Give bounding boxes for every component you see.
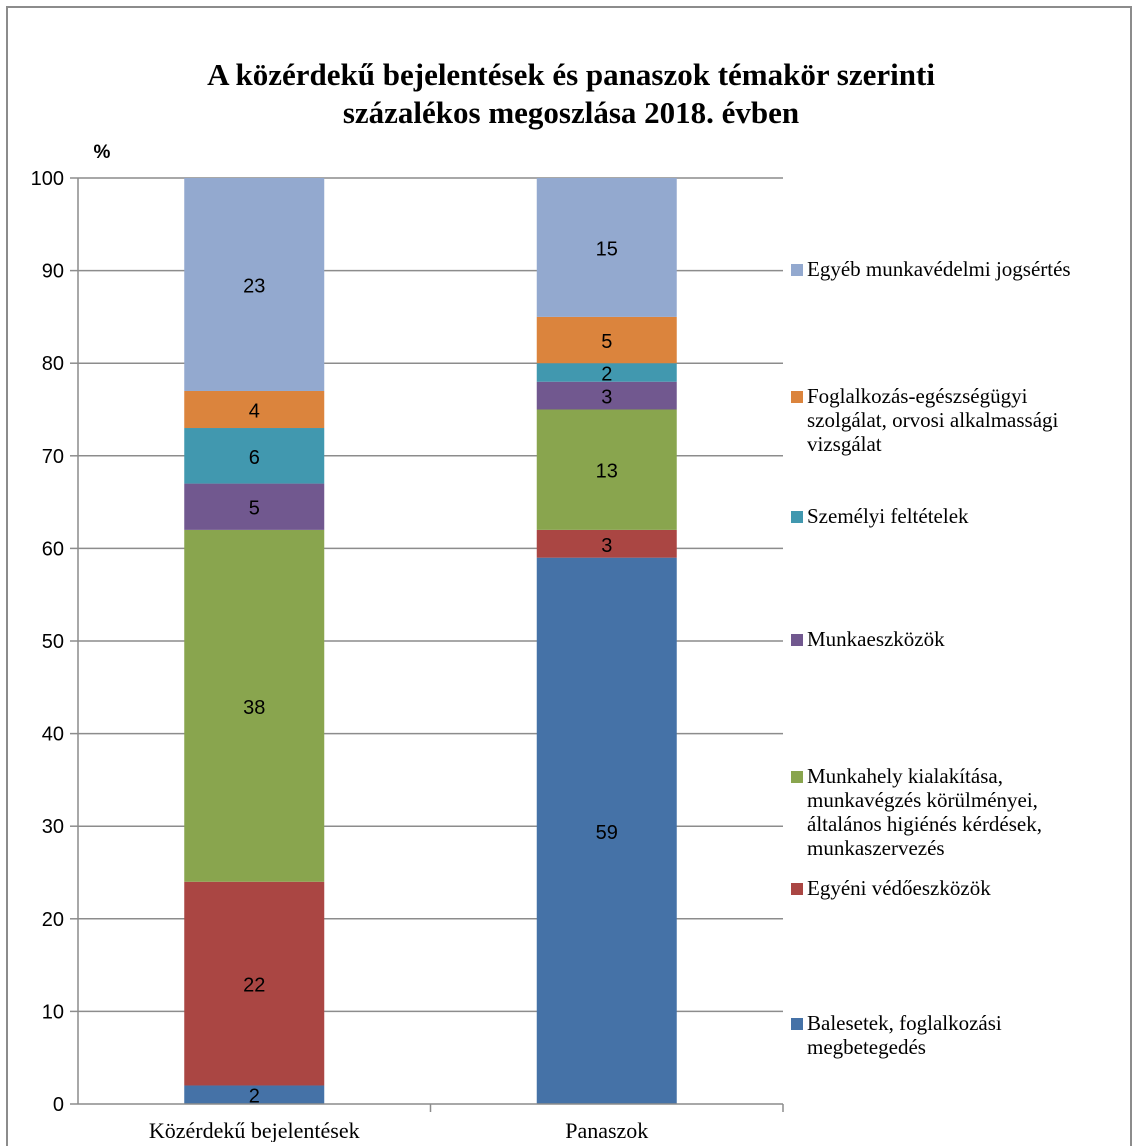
y-axis-label: % <box>94 142 111 163</box>
legend-label: szolgálat, orvosi alkalmassági <box>807 408 1059 432</box>
legend-swatch <box>791 264 803 276</box>
bar-segment <box>184 483 325 530</box>
legend-label: Személyi feltételek <box>807 504 969 528</box>
data-label: 2 <box>601 363 612 385</box>
chart-title: A közérdekű bejelentések és panaszok tém… <box>8 56 1134 132</box>
axes: 0 10 20 30 40 50 60 70 80 90 100 Közérdekű bejelent… <box>31 168 784 1142</box>
data-label: 2 <box>249 1086 260 1108</box>
legend-swatch <box>791 1018 803 1030</box>
legend: Egyéb munkavédelmi jogsértés Foglalkozás-… <box>791 257 1071 1059</box>
data-label: 38 <box>243 697 265 719</box>
chart-title-line-2: százalékos megoszlása 2018. évben <box>342 95 800 130</box>
legend-label: vizsgálat <box>807 432 882 456</box>
bar-segment <box>184 529 325 882</box>
data-label: 23 <box>243 275 265 297</box>
bar-segment <box>536 178 677 317</box>
bar-segment <box>536 381 677 410</box>
legend-label: Balesetek, foglalkozási <box>807 1011 1002 1035</box>
legend-label: általános higiénés kérdések, <box>807 812 1042 836</box>
y-tick-label: 90 <box>42 261 64 283</box>
bar-segment <box>536 363 677 382</box>
y-tick-label: 10 <box>42 1001 64 1023</box>
y-tick-label: 60 <box>42 538 64 560</box>
legend-item: Munkaeszközök <box>791 627 945 651</box>
y-tick-label: 30 <box>42 816 64 838</box>
data-label: 3 <box>601 387 612 409</box>
data-label: 3 <box>601 535 612 557</box>
legend-item: Munkahely kialakítása,munkavégzés körülm… <box>791 764 1042 860</box>
data-label: 15 <box>596 238 618 260</box>
bar-segment <box>184 881 325 1086</box>
legend-item: Egyéni védőeszközök <box>791 876 991 900</box>
legend-swatch <box>791 391 803 403</box>
y-tick-label: 100 <box>31 168 64 190</box>
y-tick-label: 20 <box>42 909 64 931</box>
legend-swatch <box>791 883 803 895</box>
data-label: 13 <box>596 461 618 483</box>
chart-title-line-1: A közérdekű bejelentések és panaszok tém… <box>207 57 935 92</box>
bar-segment <box>184 178 325 391</box>
legend-swatch <box>791 771 803 783</box>
data-label: 59 <box>596 822 618 844</box>
y-tick-label: 70 <box>42 446 64 468</box>
bar-segment <box>536 557 677 1104</box>
y-tick-label: 0 <box>53 1094 64 1116</box>
legend-label: munkavégzés körülményei, <box>807 788 1038 812</box>
legend-swatch <box>791 634 803 646</box>
data-label: 5 <box>601 331 612 353</box>
bar-segment <box>536 409 677 530</box>
x-tick-label: Közérdekű bejelentések <box>149 1118 360 1142</box>
legend-label: munkaszervezés <box>807 836 945 860</box>
data-label: 4 <box>249 401 260 423</box>
data-label: 6 <box>249 447 260 469</box>
legend-label: Egyéb munkavédelmi jogsértés <box>807 257 1071 281</box>
bar-segment <box>184 390 325 429</box>
legend-label: Munkaeszközök <box>807 627 945 651</box>
legend-label: Munkahely kialakítása, <box>807 764 1003 788</box>
y-tick-label: 40 <box>42 724 64 746</box>
legend-label: megbetegedés <box>807 1035 926 1059</box>
data-label: 22 <box>243 975 265 997</box>
bar-segment <box>536 316 677 364</box>
y-tick-label: 80 <box>42 353 64 375</box>
legend-label: Foglalkozás-egészségügyi <box>807 384 1028 408</box>
gridlines <box>78 177 783 1013</box>
legend-label: Egyéni védőeszközök <box>807 876 991 900</box>
legend-swatch <box>791 511 803 523</box>
x-tick-label: Panaszok <box>565 1118 648 1142</box>
y-tick-label: 50 <box>42 631 64 653</box>
bar-segment <box>536 529 677 558</box>
data-label: 5 <box>249 498 260 520</box>
bar-segment <box>184 428 325 484</box>
legend-item: Személyi feltételek <box>791 504 969 528</box>
legend-item: Egyéb munkavédelmi jogsértés <box>791 257 1071 281</box>
bar-segment <box>184 1085 325 1104</box>
